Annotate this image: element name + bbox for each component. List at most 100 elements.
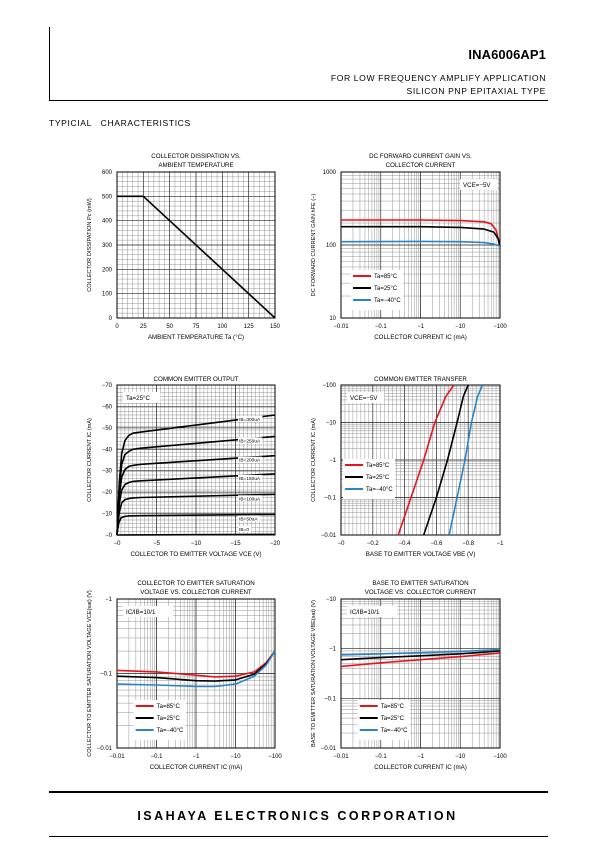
y-tick-label: 0: [109, 316, 113, 322]
series-line: [340, 240, 501, 247]
y-axis-label: COLLECTOR DISSIPATION Pc (mW): [87, 198, 93, 292]
chart-title: COLLECTOR CURRENT: [386, 162, 456, 169]
condition-annotation: IC/IB=10/1: [126, 609, 156, 616]
x-tick-label: −1: [417, 324, 425, 330]
x-tick-label: −20: [270, 541, 281, 547]
chart-title: DC FORWARD CURRENT GAIN VS.: [369, 153, 472, 160]
y-axis-label: COLLECTOR CURRENT IC (mA): [87, 418, 93, 502]
x-tick-label: −0: [114, 541, 122, 547]
curve-label-bg: [238, 495, 263, 502]
y-axis-label: COLLECTOR TO EMITTER SATURATION VOLTAGE …: [87, 590, 93, 757]
curve-label-bg: [238, 456, 263, 463]
application-line: FOR LOW FREQUENCY AMPLIFY APPLICATION: [330, 73, 546, 83]
chart-title: COMMON EMITTER TRANSFER: [374, 376, 467, 383]
curve-label: IB=300uA: [239, 417, 261, 423]
curve-label: IB=0: [239, 527, 249, 533]
y-tick-label: −1: [329, 647, 337, 653]
header-horizontal-rule: [49, 100, 548, 101]
annotation-bg: [460, 179, 498, 190]
annotation-bg: [123, 606, 173, 617]
x-axis-label: COLLECTOR CURRENT IC (mA): [150, 764, 243, 771]
y-tick-label: 100: [102, 292, 113, 298]
y-axis-label: BASE TO EMITTER SATURATION VOLTAGE VBE(s…: [311, 600, 317, 747]
y-tick-label: −10: [326, 597, 337, 603]
legend-label: Ta=85°C: [157, 704, 181, 710]
y-tick-label: −0.01: [321, 533, 337, 539]
chart-c3: −0 −5 −10 −15 −20 −0 −10 −20 −30 −40 −50 −60 −70 COMM…: [87, 376, 281, 558]
chart-title: VOLTAGE VS. COLLECTOR CURRENT: [140, 589, 252, 596]
curve-label-bg: [238, 437, 263, 444]
x-tick-label: 75: [193, 324, 200, 330]
x-tick-label: −100: [493, 324, 507, 330]
curve-label: IB=200uA: [239, 458, 261, 464]
legend-label: Ta=25°C: [381, 716, 405, 722]
x-tick-label: −0.8: [462, 541, 475, 547]
x-tick-label: −1: [417, 754, 425, 760]
plot-frame: [116, 171, 276, 319]
y-tick-label: −30: [102, 469, 113, 475]
chart-title: COLLECTOR DISSIPATION VS.: [151, 153, 241, 160]
x-tick-label: −100: [268, 754, 282, 760]
x-tick-label: −0.1: [375, 754, 388, 760]
series-line: [116, 650, 276, 678]
x-tick-label: −100: [493, 754, 507, 760]
part-number: INA6006AP1: [468, 47, 546, 62]
x-tick-label: 150: [270, 324, 281, 330]
x-tick-label: −1: [193, 754, 201, 760]
legend-label: Ta=−40°C: [366, 487, 393, 493]
y-tick-label: 1000: [323, 170, 337, 176]
company-name: ISAHAYA ELECTRONICS CORPORATION: [137, 809, 458, 823]
chart-title: COLLECTOR TO EMITTER SATURATION: [137, 580, 254, 587]
y-tick-label: 10: [329, 316, 336, 322]
series-line: [422, 384, 469, 536]
x-tick-label: 0: [115, 324, 119, 330]
chart-title: BASE TO EMITTER SATURATION: [372, 580, 468, 587]
x-tick-label: −0.1: [151, 754, 164, 760]
annotation-bg: [123, 392, 161, 403]
x-tick-label: 100: [217, 324, 228, 330]
y-tick-label: −20: [102, 490, 113, 496]
chart-title: VOLTAGE VS. COLLECTOR CURRENT: [365, 589, 477, 596]
x-tick-label: −0.4: [399, 541, 412, 547]
x-axis-label: COLLECTOR CURRENT IC (mA): [374, 764, 467, 771]
x-tick-label: −10: [191, 541, 202, 547]
legend-label: Ta=25°C: [374, 286, 398, 292]
chart-title: COMMON EMITTER OUTPUT: [154, 376, 239, 383]
plot-frame: [340, 384, 501, 536]
legend-label: Ta=−40°C: [381, 728, 408, 734]
x-tick-label: −0.2: [367, 541, 380, 547]
y-tick-label: 500: [102, 194, 113, 200]
condition-annotation: IC/IB=10/1: [350, 609, 380, 616]
series-line: [397, 384, 455, 536]
series-line: [340, 650, 501, 661]
curve-label-bg: [238, 515, 260, 522]
series-line: [341, 225, 501, 247]
series-line: [116, 650, 276, 682]
annotation-bg: [347, 606, 397, 617]
section-title: TYPICIAL CHARACTERISTICS: [49, 118, 191, 128]
y-tick-label: −60: [102, 404, 113, 410]
series-line: [340, 648, 501, 656]
x-tick-label: −0.01: [109, 754, 125, 760]
x-axis-label: COLLECTOR TO EMITTER VOLTAGE VCE (V): [130, 551, 261, 558]
x-tick-label: −10: [455, 754, 466, 760]
legend-label: Ta=25°C: [366, 475, 390, 481]
plot-frame: [116, 598, 276, 749]
x-tick-label: 25: [140, 324, 147, 330]
x-tick-label: −5: [153, 541, 161, 547]
chart-c6: −0.01 −0.1 −1 −10 −100 −0.01 −0.1 −1 −10 BASE TO …: [311, 580, 507, 771]
y-tick-label: −0.01: [97, 746, 113, 752]
y-tick-label: −0.1: [100, 672, 113, 678]
x-axis-label: AMBIENT TEMPERATURE Ta (°C): [148, 334, 244, 341]
x-tick-label: 50: [166, 324, 173, 330]
series-line: [116, 493, 276, 536]
y-tick-label: −10: [102, 512, 113, 518]
x-tick-label: −10: [455, 324, 466, 330]
curve-label-bg: [238, 526, 252, 532]
x-tick-label: −0.01: [333, 754, 349, 760]
y-tick-label: −70: [102, 383, 113, 389]
x-tick-label: −0.01: [333, 324, 349, 330]
chart-c4: −0 −0.2 −0.4 −0.6 −0.8 −1 −0.01 −0.1 −1 −10 −100 CO…: [311, 376, 504, 558]
y-tick-label: 600: [102, 170, 113, 176]
